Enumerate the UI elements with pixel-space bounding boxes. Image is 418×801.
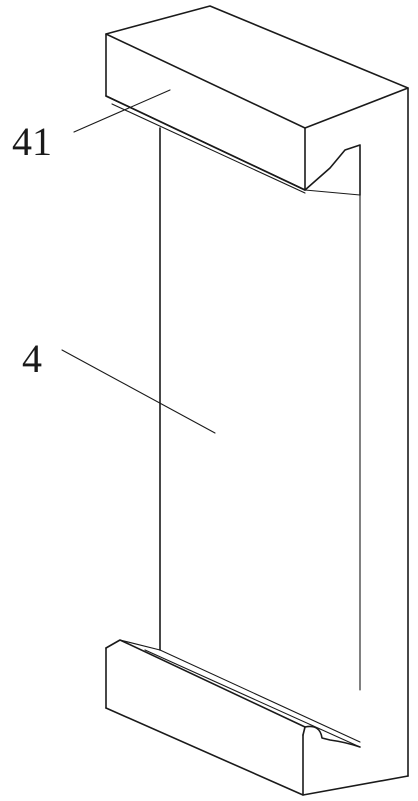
label-4: 4 — [22, 336, 42, 381]
bottom-flange — [105, 639, 361, 796]
label-41: 41 — [12, 119, 52, 164]
top-flange — [105, 5, 409, 196]
leader-line-4 — [61, 349, 216, 434]
main-plate-body — [105, 87, 409, 796]
leader-line-41 — [73, 89, 171, 133]
